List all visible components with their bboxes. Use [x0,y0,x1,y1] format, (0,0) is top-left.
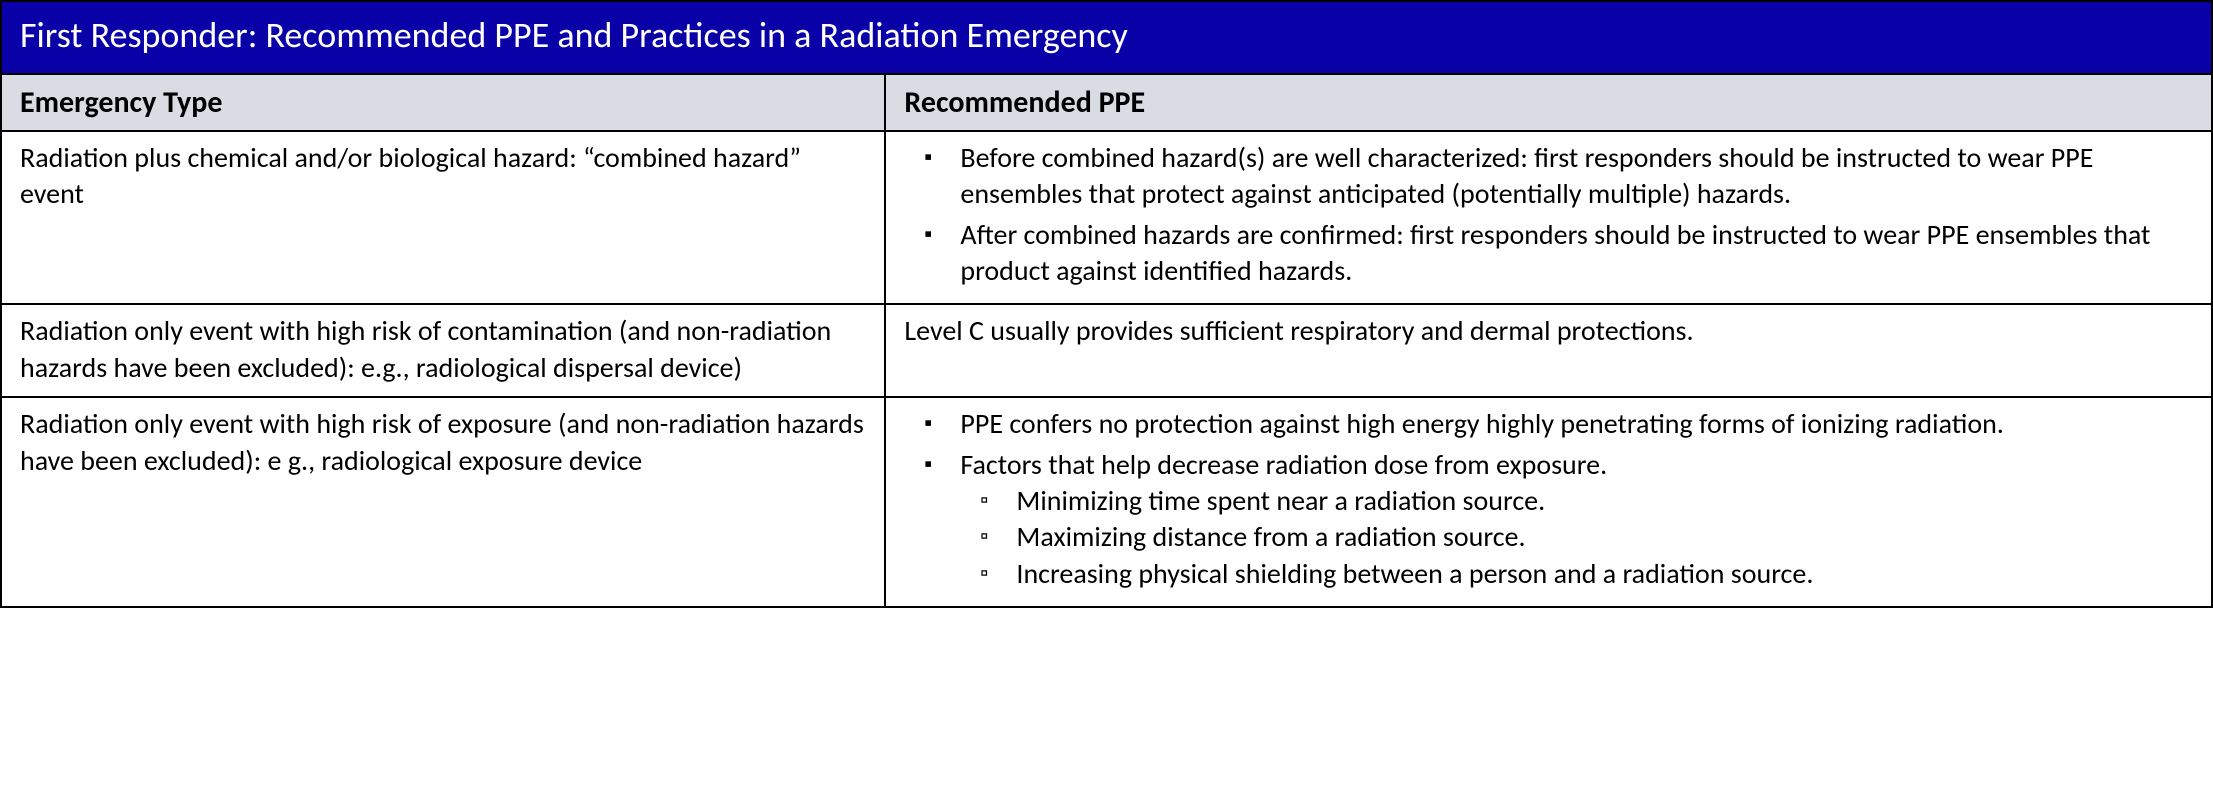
ppe-bullet: Before combined hazard(s) are well chara… [904,140,2193,213]
table-row: Radiation only event with high risk of e… [1,397,2212,607]
recommended-ppe-cell: Level C usually provides sufficient resp… [885,304,2212,397]
header-row: Emergency Type Recommended PPE [1,74,2212,131]
title-row: First Responder: Recommended PPE and Pra… [1,1,2212,74]
ppe-sub-bullet: Increasing physical shielding between a … [960,556,2193,592]
ppe-bullet-list: Before combined hazard(s) are well chara… [904,140,2193,290]
emergency-type-cell: Radiation only event with high risk of e… [1,397,885,607]
ppe-sub-bullet: Minimizing time spent near a radiation s… [960,483,2193,519]
col-header-left: Emergency Type [1,74,885,131]
ppe-sub-bullet: Maximizing distance from a radiation sou… [960,519,2193,555]
recommended-ppe-cell: Before combined hazard(s) are well chara… [885,131,2212,305]
ppe-table-wrap: First Responder: Recommended PPE and Pra… [0,0,2213,608]
ppe-bullet-list: PPE confers no protection against high e… [904,406,2193,592]
col-header-right: Recommended PPE [885,74,2212,131]
emergency-type-cell: Radiation plus chemical and/or biologica… [1,131,885,305]
ppe-table: First Responder: Recommended PPE and Pra… [0,0,2213,608]
ppe-sub-bullet-list: Minimizing time spent near a radiation s… [960,483,2193,592]
ppe-bullet: Factors that help decrease radiation dos… [904,447,2193,593]
ppe-bullet: PPE confers no protection against high e… [904,406,2193,442]
ppe-bullet: After combined hazards are confirmed: fi… [904,217,2193,290]
ppe-bullet-text: Factors that help decrease radiation dos… [960,447,1607,482]
table-row: Radiation only event with high risk of c… [1,304,2212,397]
emergency-type-cell: Radiation only event with high risk of c… [1,304,885,397]
table-title: First Responder: Recommended PPE and Pra… [1,1,2212,74]
table-row: Radiation plus chemical and/or biologica… [1,131,2212,305]
recommended-ppe-cell: PPE confers no protection against high e… [885,397,2212,607]
